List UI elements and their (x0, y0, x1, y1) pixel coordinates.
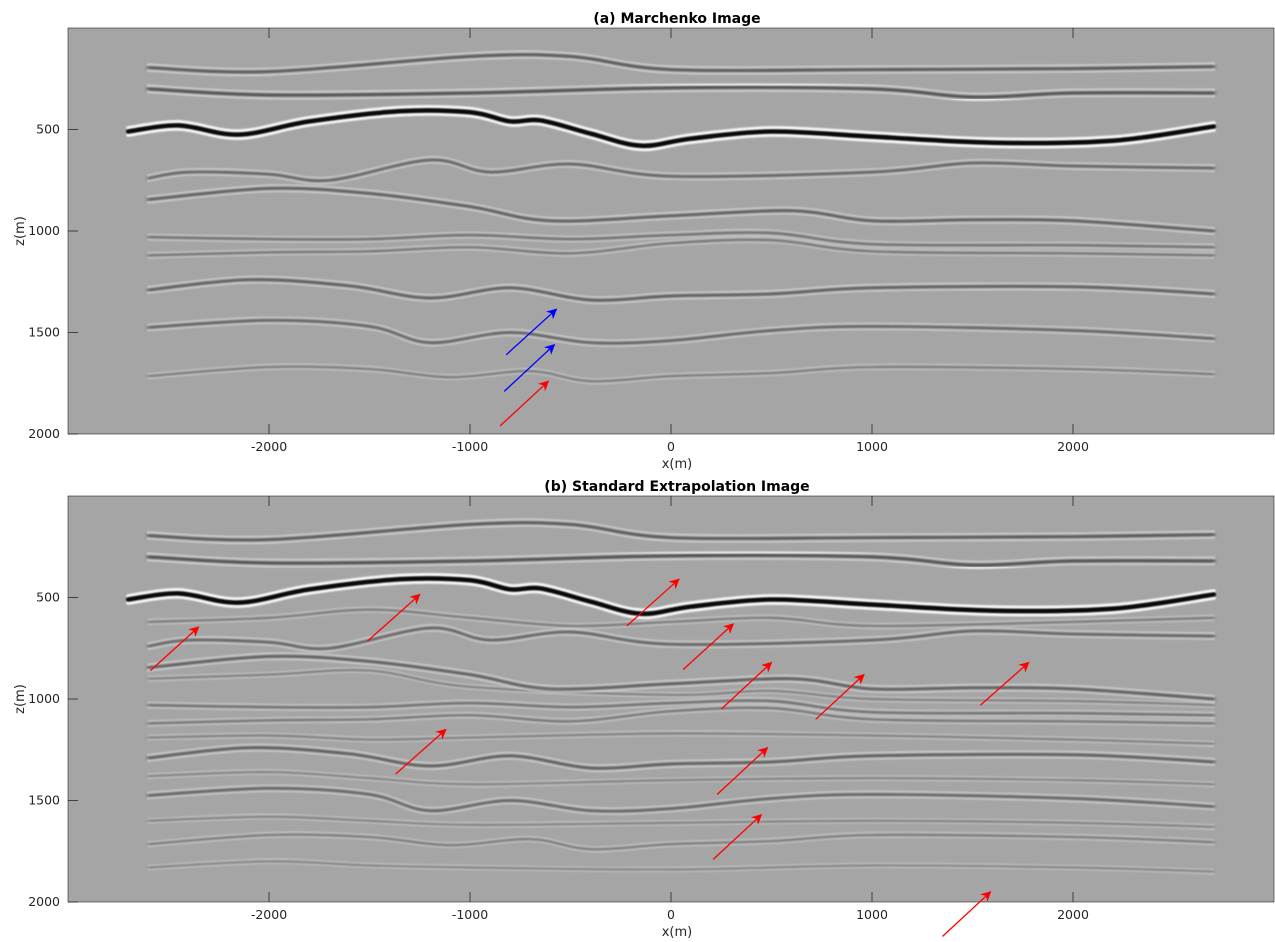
x-axis: -2000 -1000 0 1000 2000 (251, 28, 1089, 454)
reflector-4 (147, 156, 1216, 185)
x-tick-label: 0 (667, 907, 675, 922)
red-arrow-4 (682, 623, 735, 671)
red-arrow-6 (815, 673, 865, 720)
red-arrow-8 (395, 728, 447, 775)
x-axis-label: x(m) (662, 457, 693, 472)
artifact-event-1 (147, 606, 1215, 630)
y-tick-label: 1500 (28, 793, 60, 808)
artifact-event-5 (147, 813, 1215, 830)
reflector-10 (147, 363, 1215, 385)
chart-title: (b) Standard Extrapolation Image (544, 479, 809, 495)
red-arrow-9 (716, 746, 769, 795)
arrow-layer (499, 308, 558, 427)
red-arrow-11 (941, 891, 992, 937)
reflector-6 (147, 697, 1215, 719)
reflector-1 (146, 50, 1216, 77)
reflector-3 (126, 573, 1216, 620)
artifact-event-6 (147, 858, 1215, 875)
y-axis: 500 1000 1500 2000 (28, 590, 78, 909)
y-axis-label: z(m) (13, 216, 28, 246)
red-arrow-5 (720, 661, 773, 710)
chart-title: (a) Marchenko Image (593, 11, 760, 27)
reflector-layer (126, 518, 1216, 875)
x-tick-label: -1000 (452, 907, 488, 922)
blue-arrow-1 (505, 308, 558, 356)
y-tick-label: 500 (36, 590, 60, 605)
x-tick-label: 1000 (856, 907, 888, 922)
marchenko-image-panel: (a) Marchenko Image -2000 -1000 0 1000 2000 … (13, 11, 1275, 472)
reflector-8 (146, 275, 1216, 305)
reflector-2 (146, 551, 1216, 570)
y-axis: 500 1000 1500 2000 (28, 122, 78, 441)
artifact-event-2 (147, 667, 1215, 709)
y-tick-label: 1500 (28, 325, 60, 340)
reflector-5 (146, 184, 1216, 235)
y-tick-label: 1000 (28, 223, 60, 238)
reflector-1 (146, 518, 1216, 545)
blue-arrow-2 (503, 343, 556, 392)
reflector-5 (146, 652, 1216, 703)
standard-extrapolation-image-panel: (b) Standard Extrapolation Image -2000 -1… (13, 479, 1275, 940)
y-tick-label: 500 (36, 122, 60, 137)
reflector-4 (147, 624, 1216, 653)
red-arrow-3 (626, 578, 680, 627)
y-tick-label: 2000 (28, 426, 60, 441)
reflector-8 (146, 743, 1216, 773)
x-tick-label: -2000 (251, 439, 287, 454)
reflector-6 (147, 229, 1215, 251)
red-arrow-3 (499, 380, 550, 427)
y-tick-label: 2000 (28, 894, 60, 909)
reflector-10 (147, 831, 1215, 853)
x-axis: -2000 -1000 0 1000 2000 (251, 496, 1089, 922)
red-arrow-7 (980, 661, 1030, 706)
x-tick-label: 2000 (1057, 907, 1089, 922)
reflector-3 (126, 105, 1216, 152)
artifact-event-3 (147, 730, 1215, 747)
reflector-9 (147, 784, 1216, 815)
reflector-7 (147, 704, 1215, 727)
red-arrow-1 (149, 626, 200, 672)
x-tick-label: -1000 (452, 439, 488, 454)
x-tick-label: -2000 (251, 907, 287, 922)
x-tick-label: 1000 (856, 439, 888, 454)
y-tick-label: 1000 (28, 691, 60, 706)
artifact-event-4 (147, 769, 1215, 788)
red-arrow-2 (367, 593, 421, 642)
y-axis-label: z(m) (13, 684, 28, 714)
x-tick-label: 0 (667, 439, 675, 454)
red-arrow-10 (712, 813, 763, 860)
x-axis-label: x(m) (662, 925, 693, 938)
reflector-9 (147, 316, 1216, 347)
arrow-layer (149, 578, 1030, 937)
x-tick-label: 2000 (1057, 439, 1089, 454)
reflector-7 (147, 236, 1215, 259)
reflector-2 (146, 83, 1216, 102)
reflector-layer (126, 50, 1216, 385)
